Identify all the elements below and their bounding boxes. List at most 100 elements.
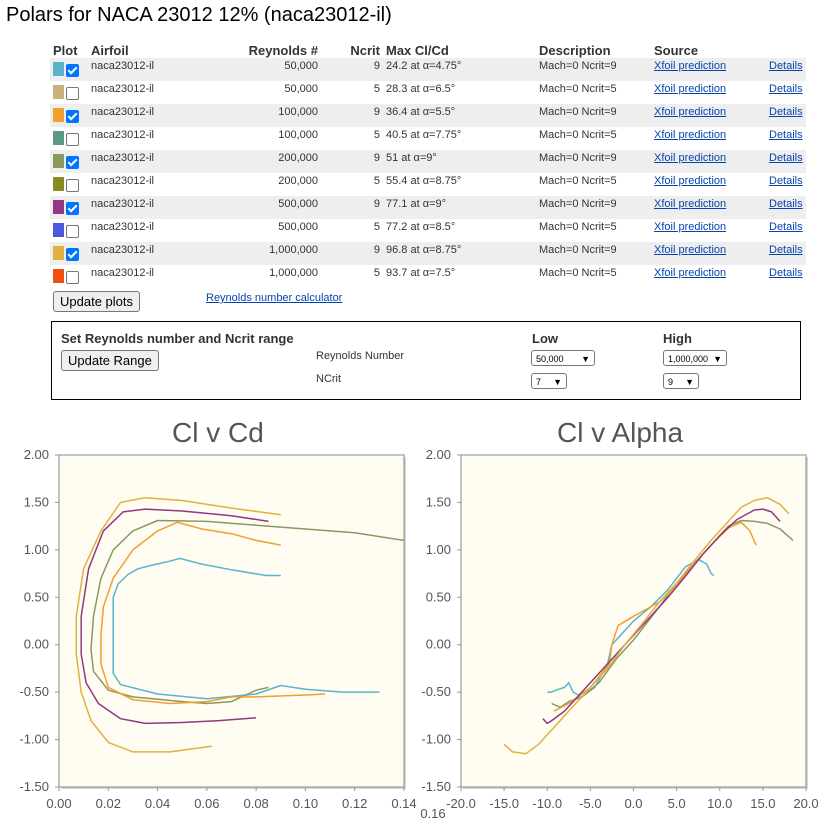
series-color-swatch (53, 246, 64, 260)
series-color-swatch (53, 200, 64, 214)
details-cell: Details (766, 265, 806, 288)
chevron-down-icon: ▼ (713, 354, 722, 364)
reynolds-high-select[interactable]: 1,000,000 ▼ (663, 350, 727, 366)
y-tick-label: 1.00 (426, 542, 451, 557)
airfoil-cell: naca23012-il (88, 242, 173, 265)
source-link[interactable]: Xfoil prediction (654, 244, 727, 256)
ncrit-cell: 5 (373, 221, 380, 233)
plot-cell (50, 219, 88, 242)
source-link[interactable]: Xfoil prediction (654, 221, 727, 233)
range-title: Set Reynolds number and Ncrit range (61, 331, 294, 346)
source-cell: Xfoil prediction (651, 242, 766, 265)
col-ncrit: Ncrit (350, 43, 380, 58)
table-row: naca23012-il 1,000,000 5 93.7 at α=7.5° Mach… (50, 265, 806, 288)
ncrit-high-select[interactable]: 9 ▼ (663, 373, 699, 389)
chart-title-cl-alpha: Cl v Alpha (557, 417, 684, 448)
reynolds-cell: 1,000,000 (173, 242, 321, 265)
details-link[interactable]: Details (769, 106, 803, 118)
reynolds-low-select[interactable]: 50,000 ▼ (531, 350, 595, 366)
details-link[interactable]: Details (769, 129, 803, 141)
table-row: naca23012-il 50,000 5 28.3 at α=6.5° Mach=0 … (50, 81, 806, 104)
ncrit-cell: 9 (321, 196, 383, 219)
x-tick-label: -10.0 (532, 796, 562, 811)
source-link[interactable]: Xfoil prediction (654, 152, 727, 164)
details-link[interactable]: Details (769, 175, 803, 187)
ncrit-low-select[interactable]: 7 ▼ (531, 373, 567, 389)
series-group (75, 496, 404, 753)
plot-area (58, 454, 405, 788)
series-line (112, 557, 380, 700)
polars-table: Plot Airfoil Reynolds # Ncrit Max Cl/Cd … (50, 40, 806, 288)
x-tick-label: 5.0 (668, 796, 686, 811)
max-clcd-cell: 51 at α=9° (383, 150, 536, 173)
update-range-button[interactable]: Update Range (61, 350, 159, 371)
max-clcd-cell: 24.2 at α=4.75° (383, 58, 536, 81)
description-cell: Mach=0 Ncrit=9 (536, 242, 651, 265)
plot-checkbox[interactable] (66, 64, 79, 77)
reynolds-number-label: Reynolds Number (316, 350, 405, 362)
range-low-label: Low (532, 331, 558, 346)
source-cell: Xfoil prediction (651, 196, 766, 219)
reynolds-cell: 500,000 (278, 221, 318, 233)
source-link[interactable]: Xfoil prediction (654, 129, 727, 141)
plot-checkbox[interactable] (66, 110, 79, 123)
source-link[interactable]: Xfoil prediction (654, 83, 727, 95)
max-clcd-cell: 77.1 at α=9° (383, 196, 536, 219)
source-link[interactable]: Xfoil prediction (654, 175, 727, 187)
x-tick-label: -5.0 (579, 796, 601, 811)
source-cell: Xfoil prediction (651, 219, 766, 242)
series-color-swatch (53, 177, 64, 191)
chart-title-cl-cd: Cl v Cd (172, 417, 264, 448)
col-airfoil: Airfoil (91, 43, 129, 58)
description-cell: Mach=0 Ncrit=5 (539, 175, 617, 187)
source-link[interactable]: Xfoil prediction (654, 106, 727, 118)
plot-cell (50, 127, 88, 150)
details-link[interactable]: Details (769, 152, 803, 164)
source-link[interactable]: Xfoil prediction (654, 198, 727, 210)
details-cell: Details (766, 104, 806, 127)
y-tick-label: -1.00 (19, 732, 49, 747)
plot-checkbox[interactable] (66, 271, 79, 284)
reynolds-cell: 1,000,000 (269, 267, 318, 279)
update-plots-button[interactable]: Update plots (53, 291, 140, 312)
plot-checkbox[interactable] (66, 87, 79, 100)
y-tick-label: -1.50 (421, 779, 451, 794)
x-tick-label: 15.0 (750, 796, 775, 811)
plot-cell (50, 104, 88, 127)
details-link[interactable]: Details (769, 267, 803, 279)
table-row: naca23012-il 50,000 9 24.2 at α=4.75° Mach=0… (50, 58, 806, 81)
plot-checkbox[interactable] (66, 248, 79, 261)
col-description: Description (539, 43, 611, 58)
x-tick-label: 0.02 (96, 796, 121, 811)
source-cell: Xfoil prediction (651, 265, 766, 288)
source-link[interactable]: Xfoil prediction (654, 267, 727, 279)
plot-checkbox[interactable] (66, 133, 79, 146)
plot-checkbox[interactable] (66, 156, 79, 169)
details-cell: Details (766, 81, 806, 104)
details-cell: Details (766, 196, 806, 219)
details-link[interactable]: Details (769, 244, 803, 256)
details-cell: Details (766, 150, 806, 173)
y-tick-label: 1.50 (24, 494, 49, 509)
reynolds-calculator-link[interactable]: Reynolds number calculator (206, 292, 343, 304)
airfoil-cell: naca23012-il (88, 104, 173, 127)
y-tick-label: 0.50 (426, 589, 451, 604)
y-tick-label: 1.00 (24, 542, 49, 557)
source-link[interactable]: Xfoil prediction (654, 60, 727, 72)
details-link[interactable]: Details (769, 221, 803, 233)
y-tick-label: 1.50 (426, 494, 451, 509)
table-row: naca23012-il 1,000,000 9 96.8 at α=8.75° Mac… (50, 242, 806, 265)
details-link[interactable]: Details (769, 83, 803, 95)
airfoil-cell: naca23012-il (88, 58, 173, 81)
details-link[interactable]: Details (769, 60, 803, 72)
airfoil-cell: naca23012-il (88, 150, 173, 173)
x-tick-label: -20.0 (446, 796, 476, 811)
plot-checkbox[interactable] (66, 179, 79, 192)
details-link[interactable]: Details (769, 198, 803, 210)
plot-checkbox[interactable] (66, 225, 79, 238)
plot-checkbox[interactable] (66, 202, 79, 215)
airfoil-cell: naca23012-il (91, 267, 154, 279)
source-cell: Xfoil prediction (651, 173, 766, 196)
ncrit-cell: 9 (321, 58, 383, 81)
